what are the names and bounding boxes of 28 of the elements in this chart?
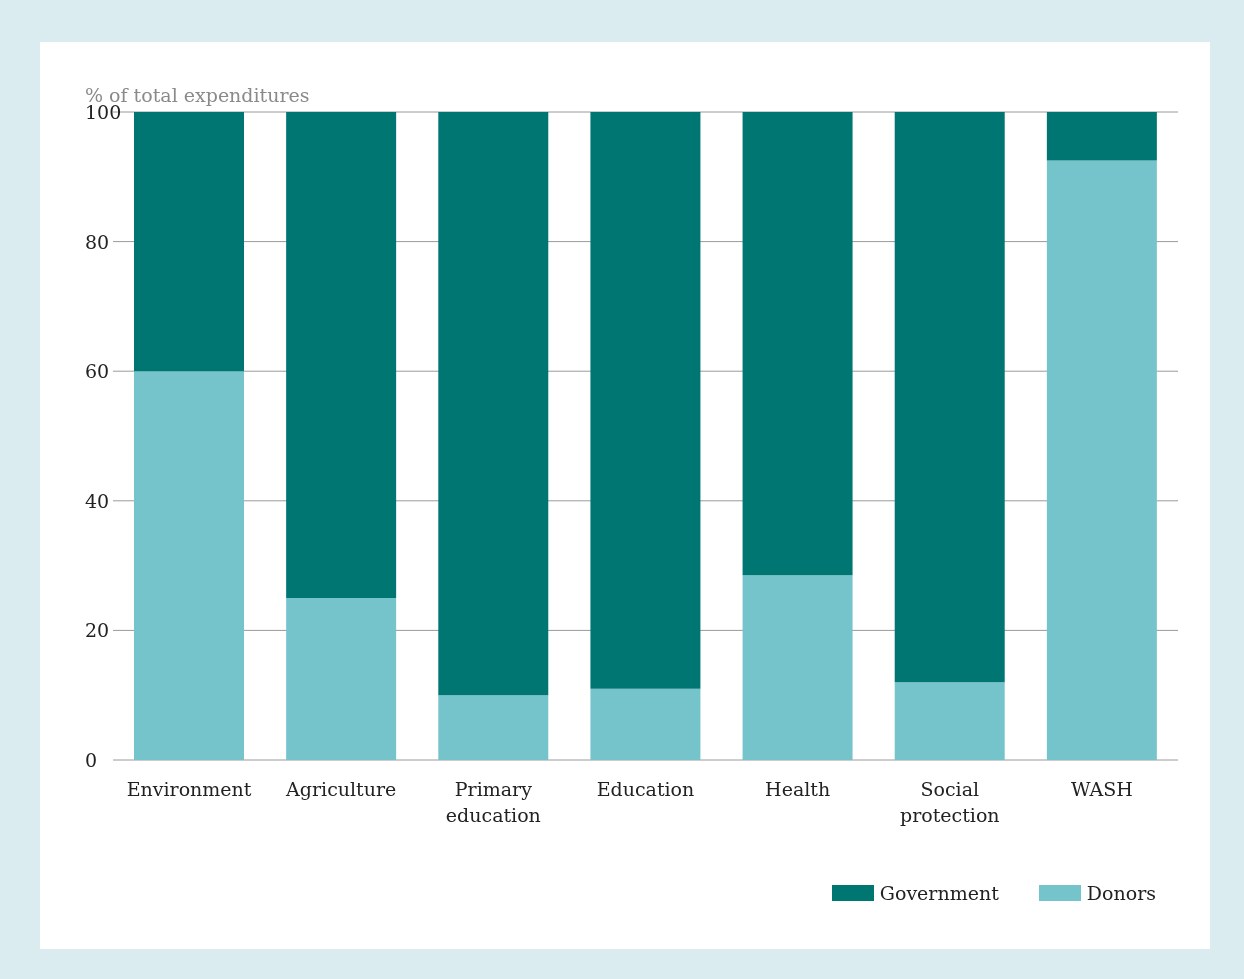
- y-tick-label: 60: [85, 360, 110, 383]
- x-tick-label: Education: [596, 778, 695, 800]
- legend-label: Government: [879, 882, 999, 904]
- bar: [590, 112, 701, 689]
- bar: [742, 575, 853, 760]
- y-tick-label: 40: [85, 489, 110, 512]
- y-tick-label: 0: [85, 749, 98, 771]
- bar: [438, 112, 549, 696]
- bar: [286, 598, 397, 760]
- x-tick-label: Social protection: [899, 778, 1000, 826]
- y-tick-label: 80: [85, 230, 110, 253]
- bar: [894, 682, 1005, 760]
- x-tick-label: Health: [765, 778, 831, 800]
- x-tick-label: Primary education: [445, 778, 541, 826]
- x-tick-label: Agriculture: [285, 778, 397, 800]
- y-tick-label: 20: [85, 619, 110, 642]
- bar: [894, 112, 1005, 683]
- legend-label: Donors: [1086, 882, 1156, 904]
- bar: [1046, 160, 1157, 760]
- bar: [286, 112, 397, 598]
- x-tick-label: WASH: [1070, 778, 1133, 800]
- x-tick-label: Environment: [126, 778, 252, 800]
- bar: [134, 371, 244, 760]
- bar: [590, 688, 701, 760]
- bar: [1046, 112, 1157, 161]
- bar: [438, 695, 549, 760]
- bar: [742, 112, 853, 576]
- bar: [134, 112, 244, 372]
